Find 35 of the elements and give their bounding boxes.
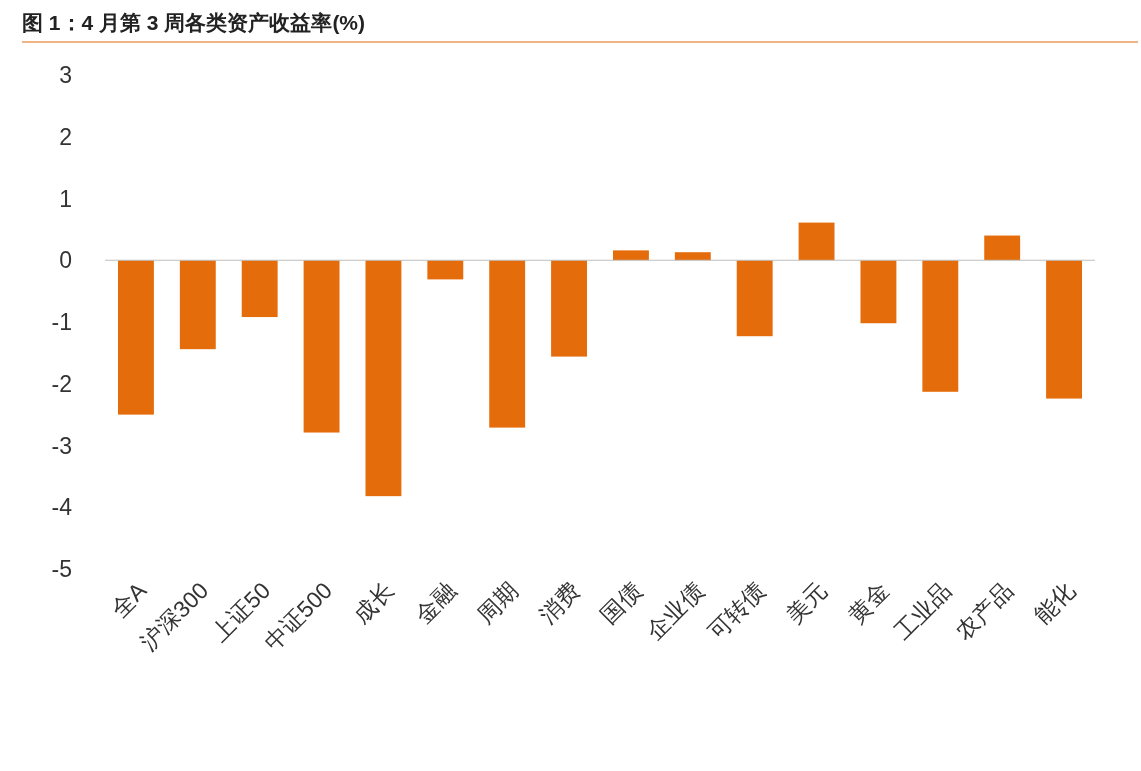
bar [612,250,649,261]
x-tick-label: 黄金 [843,577,894,629]
bar [489,260,526,428]
bar [117,260,154,415]
x-tick-label: 国债 [595,577,647,629]
bar [551,260,588,357]
x-tick-label: 周期 [471,577,523,629]
bar [365,260,402,497]
y-tick-label: -3 [51,432,72,459]
bar [984,235,1021,261]
y-tick-label: 2 [59,123,72,150]
x-tick-label: 能化 [1028,577,1080,629]
x-tick-label: 全A [105,576,152,623]
y-tick-label: 1 [59,185,72,212]
bar [860,260,897,324]
chart-title: 图 1：4 月第 3 周各类资产收益率(%) [22,11,366,34]
bar [179,260,216,350]
bar [736,260,773,337]
bar [241,260,278,318]
bar [427,260,464,280]
y-tick-label: -2 [51,370,72,397]
bar [1046,260,1083,399]
x-tick-label: 消费 [533,577,585,629]
y-tick-label: 3 [59,62,72,88]
x-tick-label: 金融 [409,577,461,629]
bar [303,260,340,433]
x-tick-label: 美元 [781,577,833,629]
bar [674,252,711,261]
y-tick-label: 0 [59,247,72,274]
y-tick-label: -1 [51,309,72,335]
bar [922,260,959,392]
y-tick-label: -4 [51,494,73,521]
bar [798,222,835,261]
y-tick-label: -5 [51,556,72,582]
x-tick-label: 成长 [348,577,399,629]
